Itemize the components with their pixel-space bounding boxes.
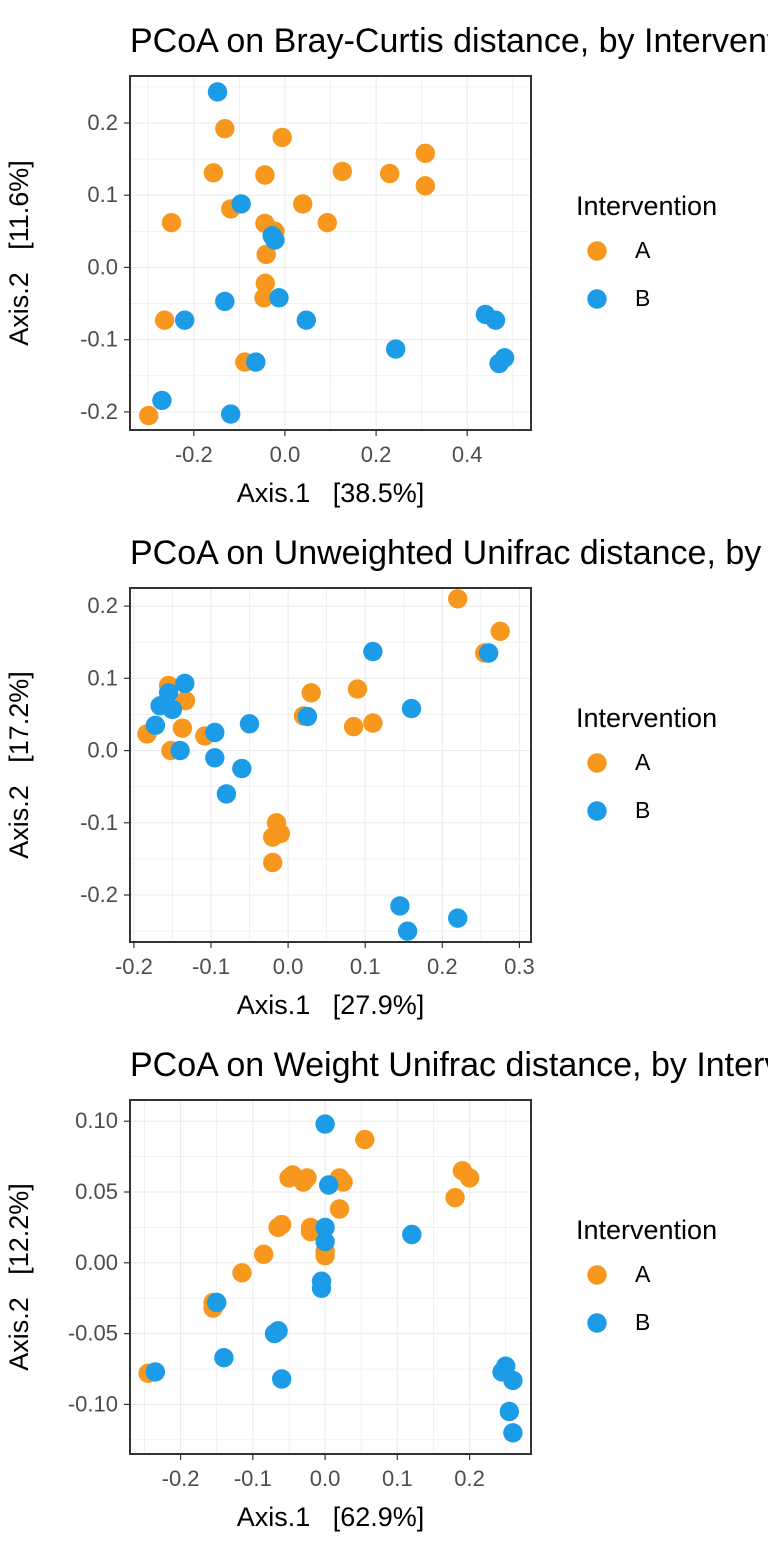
svg-text:0.2: 0.2 (87, 110, 118, 135)
svg-text:Axis.2 [11.6%]: Axis.2 [11.6%] (4, 160, 34, 346)
svg-text:Axis.1 [38.5%]: Axis.1 [38.5%] (237, 478, 425, 508)
svg-text:0.10: 0.10 (75, 1108, 118, 1133)
svg-text:0.0: 0.0 (273, 954, 304, 979)
svg-text:A: A (635, 1261, 651, 1287)
svg-text:0.0: 0.0 (270, 442, 301, 467)
svg-text:-0.1: -0.1 (234, 1466, 272, 1491)
svg-text:0.1: 0.1 (382, 1466, 413, 1491)
svg-text:-0.1: -0.1 (80, 810, 118, 835)
svg-text:PCoA on Unweighted Unifrac dis: PCoA on Unweighted Unifrac distance, by … (130, 534, 768, 572)
svg-text:Axis.2 [12.2%]: Axis.2 [12.2%] (4, 1183, 34, 1371)
svg-text:0.2: 0.2 (87, 593, 118, 618)
svg-text:0.0: 0.0 (310, 1466, 341, 1491)
svg-text:0.2: 0.2 (454, 1466, 485, 1491)
svg-text:0.0: 0.0 (87, 254, 118, 279)
svg-text:Intervention: Intervention (576, 703, 717, 733)
svg-text:-0.10: -0.10 (68, 1391, 118, 1416)
svg-text:0.2: 0.2 (427, 954, 458, 979)
svg-text:0.1: 0.1 (87, 665, 118, 690)
svg-text:0.2: 0.2 (361, 442, 392, 467)
svg-text:Intervention: Intervention (576, 191, 717, 221)
svg-text:0.05: 0.05 (75, 1179, 118, 1204)
svg-text:A: A (635, 237, 651, 263)
svg-text:A: A (635, 749, 651, 775)
svg-text:Intervention: Intervention (576, 1215, 717, 1245)
svg-text:-0.1: -0.1 (192, 954, 230, 979)
svg-text:0.00: 0.00 (75, 1250, 118, 1275)
svg-text:-0.2: -0.2 (175, 442, 213, 467)
svg-text:0.1: 0.1 (350, 954, 381, 979)
svg-text:Axis.2 [17.2%]: Axis.2 [17.2%] (4, 671, 34, 859)
svg-text:B: B (635, 797, 650, 823)
svg-text:0.4: 0.4 (452, 442, 483, 467)
svg-text:-0.2: -0.2 (162, 1466, 200, 1491)
svg-text:-0.2: -0.2 (80, 882, 118, 907)
svg-text:-0.05: -0.05 (68, 1321, 118, 1346)
svg-text:PCoA on Weight Unifrac distanc: PCoA on Weight Unifrac distance, by Inte… (130, 1046, 768, 1084)
svg-text:PCoA on Bray-Curtis distance,: PCoA on Bray-Curtis distance, by Interve… (130, 22, 768, 60)
svg-text:-0.1: -0.1 (80, 327, 118, 352)
svg-text:B: B (635, 1309, 650, 1335)
svg-text:-0.2: -0.2 (115, 954, 153, 979)
svg-text:Axis.1 [27.9%]: Axis.1 [27.9%] (237, 990, 425, 1020)
svg-text:0.3: 0.3 (504, 954, 535, 979)
svg-text:0.1: 0.1 (87, 182, 118, 207)
svg-text:-0.2: -0.2 (80, 399, 118, 424)
svg-text:B: B (635, 285, 650, 311)
svg-text:0.0: 0.0 (87, 738, 118, 763)
svg-text:Axis.1 [62.9%]: Axis.1 [62.9%] (237, 1502, 425, 1532)
